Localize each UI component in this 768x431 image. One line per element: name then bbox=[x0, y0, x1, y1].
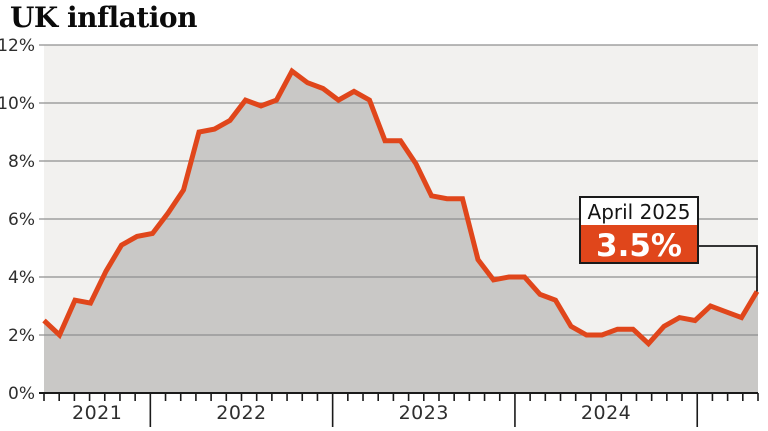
x-axis bbox=[39, 392, 759, 427]
year-label: 2022 bbox=[216, 402, 266, 424]
y-axis-label: 4% bbox=[8, 268, 35, 288]
area-fill bbox=[44, 71, 758, 393]
year-label: 2023 bbox=[399, 402, 449, 424]
y-axis-label: 0% bbox=[8, 384, 35, 404]
chart-title: UK inflation bbox=[10, 1, 197, 34]
y-axis-label: 12% bbox=[0, 36, 35, 56]
y-axis-label: 10% bbox=[0, 94, 35, 114]
callout: April 2025 3.5% bbox=[579, 196, 758, 292]
callout-value-text: 3.5% bbox=[596, 228, 682, 264]
y-axis-label: 2% bbox=[8, 326, 35, 346]
inflation-line bbox=[42, 67, 760, 348]
y-axis-label: 6% bbox=[8, 210, 35, 230]
callout-date-label: April 2025 bbox=[588, 200, 691, 224]
callout-connector-line bbox=[698, 245, 758, 292]
callout-value-background bbox=[581, 225, 697, 262]
x-axis-year-labels: 2021 2022 2023 2024 bbox=[72, 402, 631, 424]
year-label: 2024 bbox=[581, 402, 631, 424]
year-label: 2021 bbox=[72, 402, 122, 424]
y-axis-label: 8% bbox=[8, 152, 35, 172]
y-axis-labels: 12% 10% 8% 6% 4% 2% 0% bbox=[0, 36, 35, 404]
